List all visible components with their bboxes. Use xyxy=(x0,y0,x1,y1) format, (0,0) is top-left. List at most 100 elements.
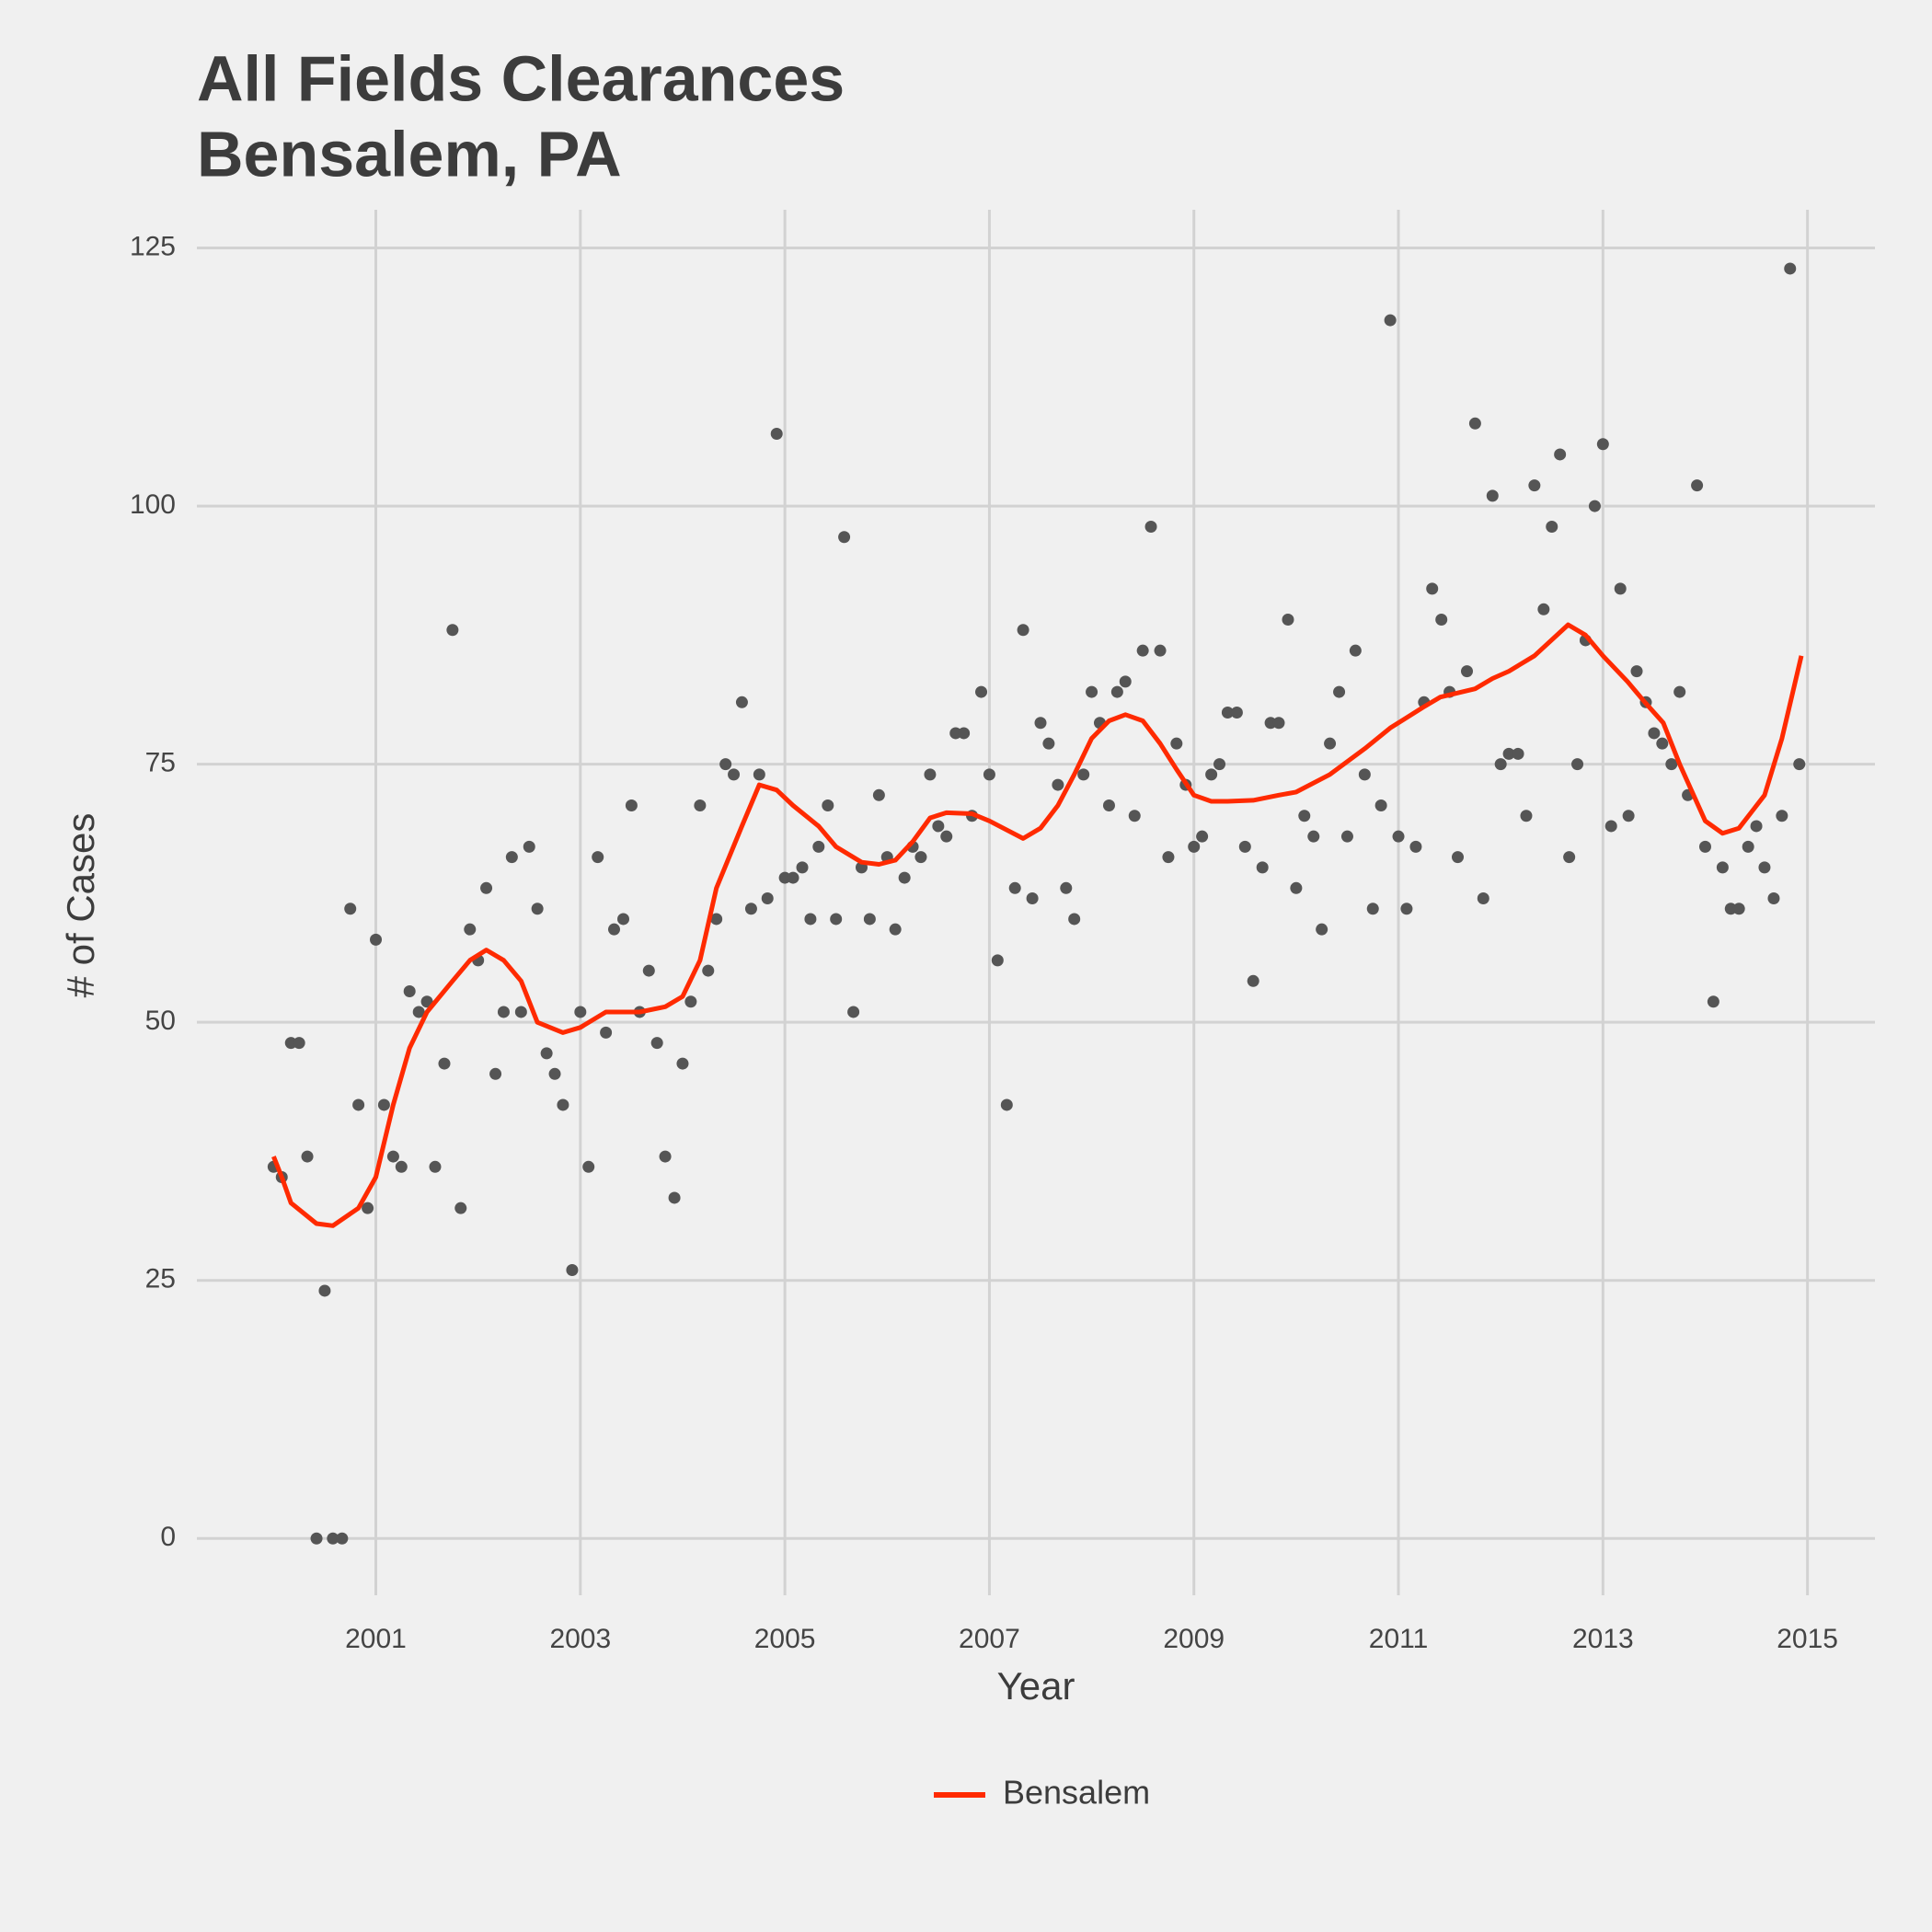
data-point xyxy=(1324,737,1337,750)
data-point xyxy=(1247,974,1259,987)
data-point xyxy=(924,768,937,781)
data-point xyxy=(1349,644,1362,657)
y-tick-label: 25 xyxy=(145,1264,176,1294)
data-point xyxy=(327,1532,339,1545)
data-point xyxy=(420,995,433,1008)
data-point xyxy=(566,1264,579,1277)
data-point xyxy=(822,799,834,812)
data-point xyxy=(735,696,748,708)
data-point xyxy=(1358,768,1371,781)
data-point xyxy=(761,892,774,905)
data-point xyxy=(710,913,723,926)
data-point xyxy=(1648,727,1661,740)
data-point xyxy=(1563,851,1576,864)
data-point xyxy=(377,1098,390,1111)
y-tick-label: 100 xyxy=(130,489,176,520)
data-point xyxy=(1537,603,1550,615)
data-point xyxy=(293,1037,305,1050)
data-point xyxy=(403,985,416,998)
data-point xyxy=(719,758,732,771)
data-point xyxy=(454,1202,467,1214)
data-point xyxy=(744,903,757,915)
data-point xyxy=(1468,417,1481,430)
x-tick-label: 2003 xyxy=(549,1624,611,1654)
data-point xyxy=(804,913,817,926)
data-point xyxy=(429,1160,442,1173)
data-point xyxy=(1776,810,1788,822)
data-point xyxy=(1435,614,1448,627)
data-point xyxy=(1374,799,1387,812)
data-point xyxy=(753,768,765,781)
data-point xyxy=(344,903,357,915)
data-point xyxy=(1596,438,1609,451)
data-point xyxy=(301,1150,314,1163)
data-point xyxy=(847,1006,860,1018)
data-point xyxy=(1213,758,1226,771)
x-tick-label: 2011 xyxy=(1369,1624,1429,1654)
data-point xyxy=(1017,624,1029,637)
data-point xyxy=(1230,707,1243,719)
data-point xyxy=(540,1047,553,1060)
data-point xyxy=(1102,799,1115,812)
data-point xyxy=(582,1160,595,1173)
data-point xyxy=(284,1037,297,1050)
data-point xyxy=(1546,521,1558,534)
data-point xyxy=(1196,830,1209,843)
y-tick-label: 50 xyxy=(145,1006,176,1036)
data-point xyxy=(1673,685,1686,698)
data-point xyxy=(1750,820,1763,833)
data-point xyxy=(352,1098,365,1111)
data-point xyxy=(778,871,791,884)
data-point xyxy=(1128,810,1141,822)
data-point xyxy=(1452,851,1465,864)
data-point xyxy=(1008,881,1021,894)
data-point xyxy=(438,1057,451,1070)
data-point xyxy=(642,964,655,977)
chart-subtitle: Bensalem, PA xyxy=(197,118,622,190)
data-point xyxy=(362,1202,374,1214)
y-tick-label: 0 xyxy=(160,1522,176,1552)
data-point xyxy=(1298,810,1311,822)
data-point xyxy=(1588,500,1601,512)
x-tick-label: 2015 xyxy=(1777,1624,1838,1654)
data-point xyxy=(1034,717,1047,730)
data-point xyxy=(1068,913,1081,926)
data-point xyxy=(412,1006,425,1018)
data-point xyxy=(489,1067,502,1080)
data-point xyxy=(1477,892,1489,905)
data-point xyxy=(1119,675,1132,688)
data-point xyxy=(1724,903,1737,915)
data-point xyxy=(1494,758,1507,771)
x-axis-title: Year xyxy=(997,1664,1075,1708)
data-point xyxy=(1307,830,1320,843)
data-point xyxy=(1409,840,1422,853)
data-point xyxy=(1026,892,1039,905)
data-point xyxy=(1604,820,1617,833)
data-point xyxy=(1716,861,1729,874)
data-point xyxy=(983,768,995,781)
data-point xyxy=(336,1532,349,1545)
y-tick-label: 125 xyxy=(130,231,176,261)
data-point xyxy=(1042,737,1055,750)
data-point xyxy=(1698,840,1711,853)
data-point xyxy=(1264,717,1277,730)
data-point xyxy=(1512,747,1524,760)
data-point xyxy=(1528,479,1541,492)
legend-label: Bensalem xyxy=(1003,1774,1150,1811)
x-tick-label: 2013 xyxy=(1572,1624,1634,1654)
data-point xyxy=(1110,685,1123,698)
data-point xyxy=(1366,903,1379,915)
data-point xyxy=(830,913,843,926)
data-point xyxy=(914,851,927,864)
y-tick-label: 75 xyxy=(145,748,176,778)
data-point xyxy=(548,1067,561,1080)
x-tick-label: 2009 xyxy=(1163,1624,1225,1654)
data-point xyxy=(1554,448,1567,461)
data-point xyxy=(975,685,988,698)
data-point xyxy=(1742,840,1754,853)
data-point xyxy=(523,840,535,853)
data-point xyxy=(1656,737,1669,750)
data-point xyxy=(787,871,799,884)
